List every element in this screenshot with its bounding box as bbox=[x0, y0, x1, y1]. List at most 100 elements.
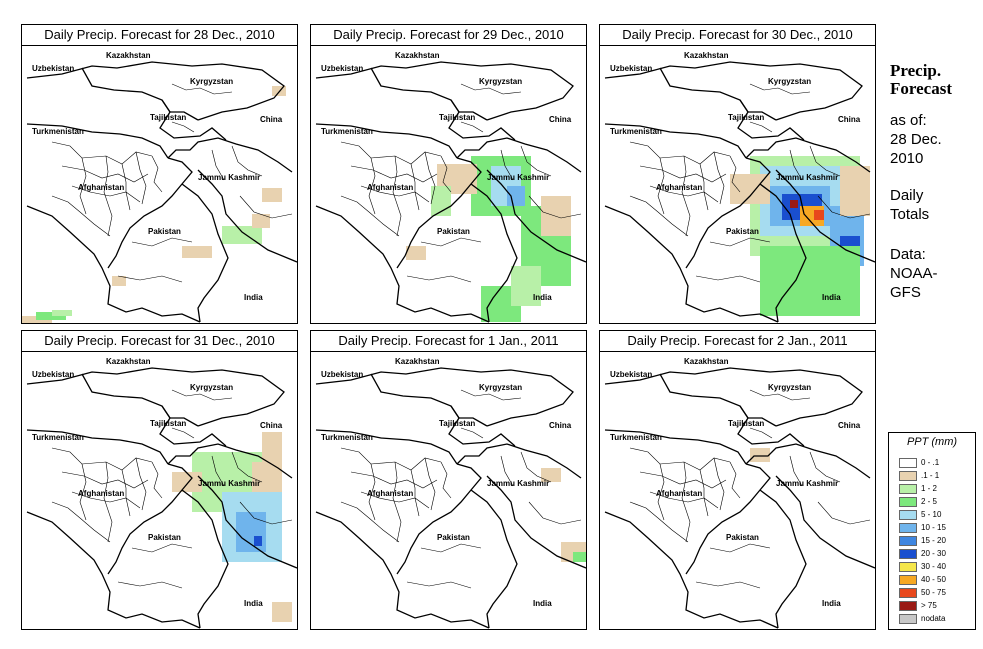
svg-text:Uzbekistan: Uzbekistan bbox=[321, 370, 363, 379]
map-labels: Kazakhstan Uzbekistan Kyrgyzstan Tajikis… bbox=[321, 357, 572, 608]
province-borders bbox=[51, 389, 293, 589]
asof-date: 28 Dec. bbox=[890, 131, 942, 148]
map-svg: Kazakhstan Uzbekistan Kyrgyzstan Tajikis… bbox=[604, 357, 875, 629]
svg-text:Pakistan: Pakistan bbox=[437, 227, 470, 236]
precip-cell bbox=[840, 166, 870, 216]
forecast-map: Kazakhstan Uzbekistan Kyrgyzstan Tajikis… bbox=[310, 351, 587, 630]
sidebar-heading: Precip. Forecast bbox=[890, 62, 980, 98]
svg-text:Kyrgyzstan: Kyrgyzstan bbox=[190, 383, 233, 392]
svg-text:Kazakhstan: Kazakhstan bbox=[395, 51, 440, 60]
precip-cell bbox=[541, 196, 571, 236]
legend-swatch bbox=[899, 600, 917, 611]
precip-cell bbox=[541, 468, 561, 482]
forecast-panel-5: Daily Precip. Forecast for 1 Jan., 2011 bbox=[310, 330, 587, 630]
panel-title: Daily Precip. Forecast for 29 Dec., 2010 bbox=[310, 24, 587, 46]
svg-text:Tajikistan: Tajikistan bbox=[439, 113, 475, 122]
country-borders bbox=[26, 367, 297, 629]
data-line-1: Data: bbox=[890, 246, 926, 263]
legend-swatch bbox=[899, 457, 917, 468]
svg-text:India: India bbox=[822, 599, 841, 608]
legend-item: 5 - 10 bbox=[899, 509, 941, 520]
legend-label: .1 - 1 bbox=[921, 471, 940, 480]
legend-swatch bbox=[899, 587, 917, 598]
precip-cell bbox=[790, 200, 798, 208]
data-line-2: NOAA- bbox=[890, 265, 938, 282]
precip-cell bbox=[573, 552, 586, 562]
svg-text:Kyrgyzstan: Kyrgyzstan bbox=[190, 77, 233, 86]
svg-text:India: India bbox=[244, 293, 263, 302]
svg-text:Afghanistan: Afghanistan bbox=[656, 183, 702, 192]
precip-cell bbox=[507, 186, 525, 206]
precip-cell bbox=[760, 246, 860, 316]
svg-text:Uzbekistan: Uzbekistan bbox=[32, 370, 74, 379]
svg-text:Uzbekistan: Uzbekistan bbox=[610, 64, 652, 73]
precip-layer bbox=[730, 156, 870, 316]
legend-item: 30 - 40 bbox=[899, 561, 946, 572]
country-borders bbox=[604, 61, 875, 323]
sidebar-asof: as of: 28 Dec. 2010 bbox=[890, 111, 980, 168]
precip-cell bbox=[52, 310, 72, 316]
map-labels: Kazakhstan Uzbekistan Kyrgyzstan Tajikis… bbox=[32, 357, 283, 608]
precip-cell bbox=[172, 472, 202, 492]
legend-label: 1 - 2 bbox=[921, 484, 938, 493]
svg-text:Turkmenistan: Turkmenistan bbox=[610, 127, 662, 136]
svg-text:Pakistan: Pakistan bbox=[148, 533, 181, 542]
legend-label: 15 - 20 bbox=[921, 536, 946, 545]
precip-cell bbox=[406, 246, 426, 260]
svg-text:Kazakhstan: Kazakhstan bbox=[395, 357, 440, 366]
forecast-panel-4: Daily Precip. Forecast for 31 Dec., 2010 bbox=[21, 330, 298, 630]
forecast-map: Kazakhstan Uzbekistan Kyrgyzstan Tajikis… bbox=[310, 45, 587, 324]
svg-text:Afghanistan: Afghanistan bbox=[78, 183, 124, 192]
svg-text:Jammu Kashmir: Jammu Kashmir bbox=[487, 479, 549, 488]
legend-swatch bbox=[899, 496, 917, 507]
forecast-map: Kazakhstan Uzbekistan Kyrgyzstan Tajikis… bbox=[599, 351, 876, 630]
panel-title: Daily Precip. Forecast for 28 Dec., 2010 bbox=[21, 24, 298, 46]
forecast-panel-6: Daily Precip. Forecast for 2 Jan., 2011 bbox=[599, 330, 876, 630]
legend-label: 50 - 75 bbox=[921, 588, 946, 597]
svg-text:Kyrgyzstan: Kyrgyzstan bbox=[768, 383, 811, 392]
map-labels: Kazakhstan Uzbekistan Kyrgyzstan Tajikis… bbox=[32, 51, 283, 302]
legend-swatch bbox=[899, 561, 917, 572]
map-labels: Kazakhstan Uzbekistan Kyrgyzstan Tajikis… bbox=[321, 51, 572, 302]
precip-cell bbox=[262, 432, 282, 462]
legend-title: PPT (mm) bbox=[906, 436, 958, 448]
svg-text:Tajikistan: Tajikistan bbox=[439, 419, 475, 428]
precip-cell bbox=[814, 210, 824, 220]
precip-cell bbox=[36, 312, 66, 320]
svg-text:China: China bbox=[838, 115, 861, 124]
svg-text:Turkmenistan: Turkmenistan bbox=[610, 433, 662, 442]
forecast-map: Kazakhstan Uzbekistan Kyrgyzstan Tajikis… bbox=[21, 351, 298, 630]
totals-line-2: Totals bbox=[890, 206, 930, 223]
precip-cell bbox=[511, 266, 541, 306]
svg-text:Jammu Kashmir: Jammu Kashmir bbox=[198, 479, 260, 488]
panel-title: Daily Precip. Forecast for 2 Jan., 2011 bbox=[599, 330, 876, 352]
svg-text:India: India bbox=[533, 599, 552, 608]
svg-text:Afghanistan: Afghanistan bbox=[656, 489, 702, 498]
legend-item: 10 - 15 bbox=[899, 522, 946, 533]
forecast-panel-3: Daily Precip. Forecast for 30 Dec., 2010 bbox=[599, 24, 876, 324]
precip-cell bbox=[750, 448, 770, 462]
legend-item: nodata bbox=[899, 613, 945, 624]
svg-text:Tajikistan: Tajikistan bbox=[150, 113, 186, 122]
svg-text:Pakistan: Pakistan bbox=[726, 533, 759, 542]
totals-line-1: Daily bbox=[890, 187, 924, 204]
svg-text:India: India bbox=[533, 293, 552, 302]
map-svg: Kazakhstan Uzbekistan Kyrgyzstan Tajikis… bbox=[26, 357, 297, 629]
legend-swatch bbox=[899, 509, 917, 520]
legend-item: 50 - 75 bbox=[899, 587, 946, 598]
legend-swatch bbox=[899, 470, 917, 481]
svg-text:Jammu Kashmir: Jammu Kashmir bbox=[776, 479, 838, 488]
svg-text:Turkmenistan: Turkmenistan bbox=[321, 433, 373, 442]
svg-text:Kazakhstan: Kazakhstan bbox=[684, 51, 729, 60]
province-borders bbox=[629, 83, 871, 283]
precip-cell bbox=[182, 246, 212, 258]
country-borders bbox=[315, 61, 586, 323]
svg-text:China: China bbox=[260, 115, 283, 124]
legend-label: 0 - .1 bbox=[921, 458, 940, 467]
legend-item: .1 - 1 bbox=[899, 470, 939, 481]
panel-title: Daily Precip. Forecast for 30 Dec., 2010 bbox=[599, 24, 876, 46]
precip-cell bbox=[254, 536, 262, 546]
legend-label: 10 - 15 bbox=[921, 523, 946, 532]
country-borders bbox=[26, 61, 297, 323]
svg-text:Uzbekistan: Uzbekistan bbox=[610, 370, 652, 379]
